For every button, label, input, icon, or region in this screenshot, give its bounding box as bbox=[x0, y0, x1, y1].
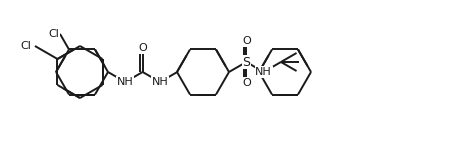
Text: Cl: Cl bbox=[20, 41, 31, 51]
Text: NH: NH bbox=[117, 77, 134, 87]
Text: O: O bbox=[138, 43, 147, 53]
Text: O: O bbox=[242, 36, 251, 46]
Text: S: S bbox=[242, 55, 250, 68]
Text: Cl: Cl bbox=[48, 29, 59, 39]
Text: NH: NH bbox=[255, 67, 272, 77]
Text: NH: NH bbox=[152, 77, 168, 87]
Text: O: O bbox=[242, 78, 251, 88]
